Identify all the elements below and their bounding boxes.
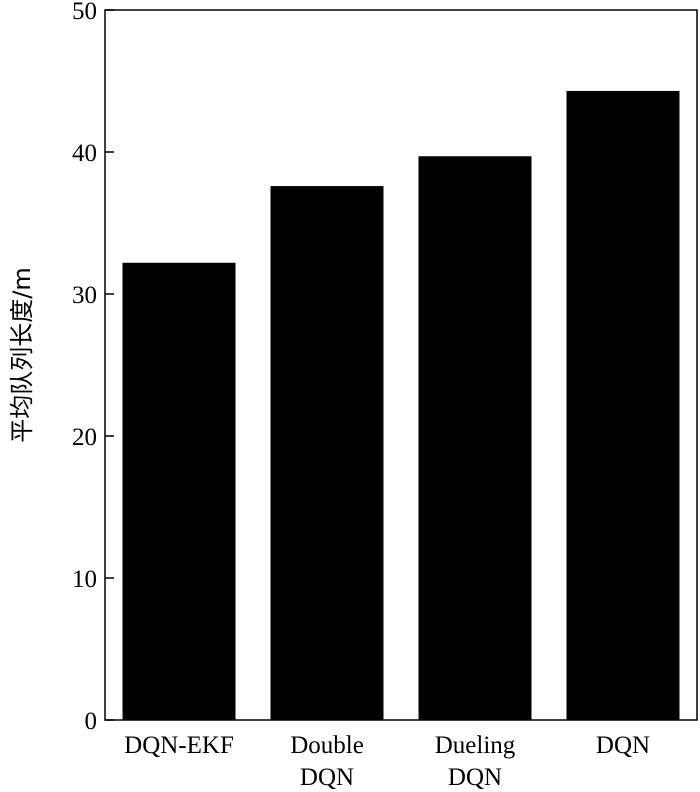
y-tick-label: 30 [72, 282, 97, 309]
x-tick-label: DQN-EKF [124, 732, 234, 759]
y-tick-label: 50 [72, 0, 97, 25]
x-tick-label: Dueling DQN [435, 732, 516, 791]
y-tick-label: 40 [72, 140, 97, 167]
plot-frame [104, 9, 698, 721]
bar [122, 262, 236, 720]
x-tick-label: Double DQN [290, 732, 364, 791]
x-tick-label: DQN [596, 732, 650, 759]
y-tick-label: 0 [85, 708, 98, 735]
y-axis-ticks: 0 10 20 30 40 50 [72, 0, 114, 735]
x-axis-labels: DQN-EKF Double DQN Dueling DQN DQN [124, 732, 650, 791]
bar [566, 90, 680, 720]
y-tick-label: 20 [72, 424, 97, 451]
plot-area [122, 90, 680, 720]
y-axis-title: 平均队列长度/m [8, 267, 36, 442]
y-tick-label: 10 [72, 566, 97, 593]
bar [418, 156, 532, 720]
bar [270, 186, 384, 720]
